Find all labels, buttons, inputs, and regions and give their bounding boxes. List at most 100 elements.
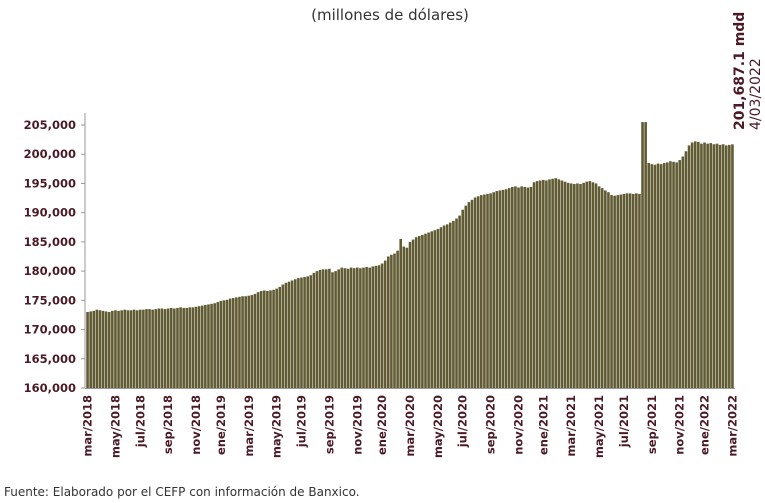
bar (483, 194, 486, 388)
x-tick-label: ene/2020 (375, 395, 389, 455)
bar (359, 268, 362, 388)
bar (511, 186, 514, 388)
bar (458, 215, 461, 388)
bar (176, 307, 179, 388)
bar (275, 288, 278, 388)
x-tick-label: mar/2022 (725, 395, 739, 457)
bar (495, 191, 499, 388)
bar (383, 260, 387, 388)
bar (349, 267, 353, 388)
bar (461, 209, 465, 388)
bar (266, 290, 269, 388)
bar (560, 180, 564, 388)
bar (424, 233, 427, 388)
bar (678, 160, 682, 388)
bar (480, 195, 483, 388)
bar (405, 247, 409, 388)
annotation-value: 201,687.1 mdd (732, 12, 748, 130)
bar (303, 276, 306, 388)
bar (600, 188, 604, 388)
bar (371, 266, 375, 388)
bar (414, 237, 418, 388)
y-tick-label: 195,000 (24, 176, 76, 190)
bar (222, 300, 226, 388)
bar (672, 161, 675, 388)
bar (439, 227, 443, 388)
x-tick-label: jul/2018 (133, 395, 147, 448)
bar (355, 267, 359, 388)
bar (535, 181, 539, 388)
x-tick-label: may/2018 (108, 395, 122, 458)
bar (579, 184, 582, 388)
bar (532, 182, 536, 388)
bar (566, 182, 570, 388)
bar (628, 193, 632, 388)
bar (104, 311, 108, 388)
x-tick-label: jul/2021 (617, 395, 631, 448)
bar (241, 296, 244, 388)
x-tick-label: sep/2018 (161, 395, 175, 454)
bar (290, 280, 294, 388)
bar (650, 164, 654, 388)
bar (216, 302, 220, 388)
bar (346, 268, 350, 388)
bar (712, 144, 716, 388)
bar (247, 295, 251, 388)
bar (656, 163, 660, 388)
bar (129, 310, 133, 388)
bar (445, 224, 449, 388)
bar (709, 143, 713, 388)
bar (135, 310, 139, 388)
bar (501, 189, 505, 388)
bar (470, 199, 474, 388)
bar (204, 305, 207, 388)
bar (545, 180, 548, 388)
bar (476, 196, 480, 388)
bar (616, 195, 620, 388)
x-tick-label: nov/2020 (512, 395, 526, 455)
bar (542, 179, 545, 388)
bar (582, 182, 585, 388)
bar (324, 269, 328, 388)
x-tick-label: ene/2021 (536, 395, 550, 455)
bar (107, 312, 111, 388)
bar (662, 162, 666, 388)
source-note: Fuente: Elaborado por el CEFP con inform… (4, 485, 360, 499)
bar (293, 279, 297, 388)
bar (563, 181, 567, 388)
bar (569, 183, 573, 388)
bar (89, 311, 92, 388)
bar (591, 182, 595, 388)
bar (576, 183, 579, 388)
bar (123, 309, 127, 388)
bar (154, 309, 158, 388)
x-tick-label: mar/2020 (403, 395, 417, 457)
bar (625, 193, 629, 388)
bar (163, 309, 167, 388)
bar (256, 292, 260, 388)
x-tick-label: sep/2021 (645, 395, 659, 454)
bar (92, 310, 96, 388)
x-tick-label: ene/2022 (698, 395, 712, 455)
bar (281, 284, 285, 388)
chart-title: (millones de dólares) (311, 6, 469, 24)
bar (207, 304, 210, 388)
bar (362, 267, 365, 388)
bar (272, 289, 275, 388)
bar (250, 295, 254, 388)
bar (613, 195, 616, 388)
bar (166, 308, 170, 388)
bar (377, 265, 381, 388)
bar (573, 184, 576, 388)
bar (703, 142, 706, 388)
bar (504, 189, 508, 388)
bar (244, 296, 247, 388)
x-tick-label: nov/2019 (350, 395, 364, 455)
bar (604, 190, 607, 388)
bar (721, 144, 725, 388)
bar (269, 290, 272, 388)
bar (278, 286, 282, 388)
bar (194, 306, 198, 388)
bar (644, 122, 647, 389)
y-tick-label: 165,000 (24, 352, 76, 366)
